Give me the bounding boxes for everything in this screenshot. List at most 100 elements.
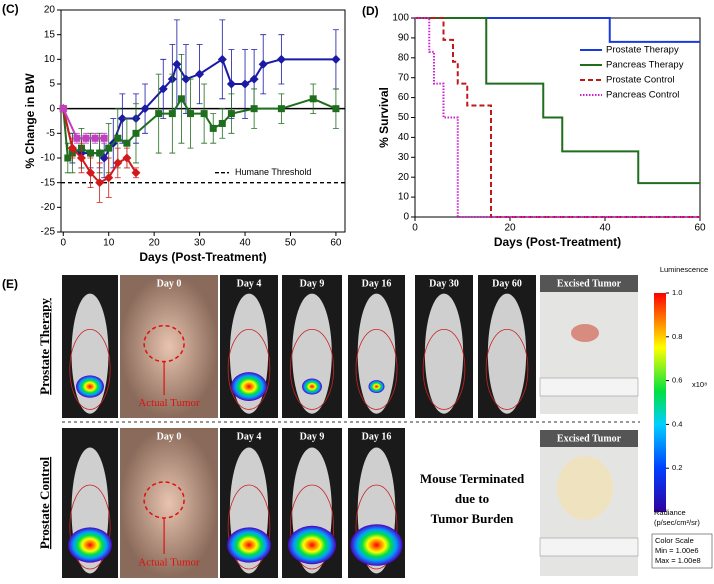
roi [422, 328, 466, 410]
marker [113, 158, 123, 168]
tumor [571, 324, 599, 342]
marker [187, 110, 195, 118]
y-tick-label: 5 [49, 79, 55, 90]
scale-box [651, 533, 713, 569]
luminescence [231, 372, 267, 401]
y-tick-label: 80 [398, 52, 410, 63]
scale-text: Min = 1.00e6 [655, 546, 699, 555]
marker [249, 74, 259, 84]
marker [250, 105, 258, 113]
legend-label: Pancreas Therapy [606, 60, 684, 71]
y-tick-label: -15 [41, 177, 56, 188]
luminescence [302, 378, 322, 395]
mouse-body [424, 293, 464, 414]
luminescence [350, 524, 403, 566]
x-axis-label: Days (Post-Treatment) [494, 235, 621, 249]
tumor [557, 456, 613, 520]
y-tick-label: 20 [44, 5, 56, 16]
roi [227, 328, 271, 410]
marker [76, 153, 86, 163]
colorbar-title: Luminescence [660, 265, 708, 274]
marker [67, 143, 77, 153]
survival-curve [415, 17, 700, 43]
image [120, 428, 218, 578]
colorbar-tick-label: 0.4 [672, 419, 682, 428]
roi [355, 328, 398, 410]
marker [140, 104, 150, 114]
marker [122, 153, 132, 163]
marker [258, 59, 268, 69]
plot-frame [60, 9, 346, 233]
y-tick-label: 0 [49, 103, 55, 114]
survival-curve [415, 17, 700, 218]
survival-curve [415, 17, 700, 218]
marker [331, 54, 341, 64]
y-tick-label: 0 [403, 212, 409, 223]
luminescence [368, 380, 385, 393]
marker [332, 105, 340, 113]
luminescence [76, 375, 104, 398]
marker [73, 134, 81, 142]
panel-label: (E) [2, 277, 18, 291]
marker [95, 178, 105, 188]
image [120, 275, 218, 418]
marker [105, 144, 113, 152]
colorbar-tick-label: 0.6 [672, 376, 682, 385]
marker [96, 149, 104, 157]
y-tick-label: -20 [41, 202, 56, 213]
roi [289, 484, 334, 570]
marker [209, 124, 217, 132]
roi [355, 484, 398, 570]
survival-curve [415, 17, 700, 185]
day-label: Day 16 [362, 431, 392, 442]
x-axis-label: Days (Post-Treatment) [139, 250, 266, 264]
colorbar-tick-label: 1.0 [672, 288, 682, 297]
colorbar-unit: (p/sec/cm²/sr) [654, 518, 700, 527]
day-label: Day 4 [237, 431, 262, 442]
caption-bg [540, 275, 638, 292]
marker [277, 105, 285, 113]
legend-label: Prostate Control [606, 75, 675, 86]
day-label: Day 9 [300, 431, 325, 442]
marker [181, 74, 191, 84]
marker [217, 54, 227, 64]
note: due to [455, 491, 489, 506]
day-label: Day 0 [157, 278, 182, 289]
luminescence [288, 525, 336, 565]
marker [200, 110, 208, 118]
marker [91, 134, 99, 142]
tumor-note: Actual Tumor [138, 557, 200, 569]
x-tick-label: 30 [194, 238, 206, 249]
marker [100, 134, 108, 142]
marker [168, 110, 176, 118]
marker [132, 129, 140, 137]
row-label: Prostate Control [37, 456, 52, 549]
y-tick-label: 100 [392, 13, 409, 24]
mouse-body [292, 293, 332, 414]
roi [227, 484, 271, 570]
day-label: Day 4 [237, 278, 262, 289]
ruler [539, 377, 639, 397]
roi [69, 484, 111, 570]
panel-label: (D) [362, 4, 379, 18]
y-tick-label: 15 [44, 29, 56, 40]
x-tick-label: 40 [239, 238, 251, 249]
x-tick-label: 40 [599, 223, 611, 234]
marker [87, 149, 95, 157]
y-tick-label: -25 [41, 227, 56, 238]
y-tick-label: 30 [398, 152, 410, 163]
y-tick-label: 90 [398, 33, 410, 44]
luminescence [68, 527, 112, 563]
scale-text: Max = 1.00e8 [655, 556, 701, 565]
marker [172, 59, 182, 69]
marker [218, 119, 226, 127]
y-tick-label: 60 [398, 92, 410, 103]
marker [59, 105, 67, 113]
colorbar-unit: Radiance [654, 508, 686, 517]
legend-label: Pancreas Control [606, 90, 679, 101]
marker [226, 79, 236, 89]
caption-bg [540, 430, 638, 447]
excised-label: Excised Tumor [557, 278, 622, 289]
y-tick-label: -10 [41, 153, 56, 164]
